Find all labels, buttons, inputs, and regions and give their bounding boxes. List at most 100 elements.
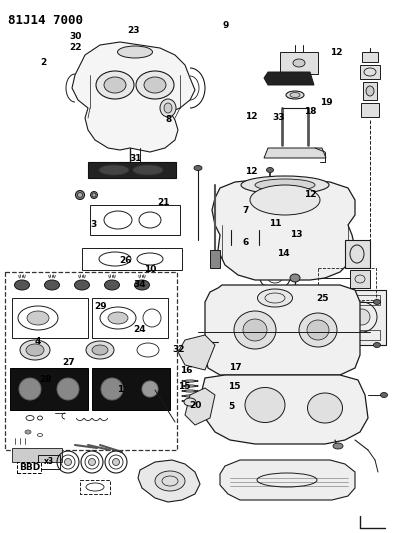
Polygon shape [178, 335, 215, 370]
Bar [80, 480, 110, 494]
Ellipse shape [118, 46, 152, 58]
Bar [92, 298, 168, 338]
Ellipse shape [101, 378, 123, 400]
Text: 31: 31 [129, 155, 142, 163]
Ellipse shape [299, 313, 337, 347]
Bar [5, 272, 177, 450]
Bar [318, 268, 376, 300]
Ellipse shape [27, 311, 49, 325]
Ellipse shape [134, 280, 149, 290]
Text: 33: 33 [273, 113, 285, 122]
Ellipse shape [160, 99, 176, 117]
Text: 18: 18 [304, 108, 317, 116]
Ellipse shape [64, 458, 72, 465]
Text: 12: 12 [245, 112, 258, 120]
Polygon shape [264, 148, 326, 158]
Polygon shape [212, 180, 355, 280]
Text: 16: 16 [180, 366, 193, 375]
Bar [361, 103, 379, 117]
Text: 27: 27 [62, 358, 75, 367]
Text: 4: 4 [34, 337, 40, 345]
Text: 15: 15 [228, 383, 240, 391]
Ellipse shape [234, 311, 276, 349]
Ellipse shape [19, 378, 41, 400]
Ellipse shape [293, 59, 305, 67]
Text: 6: 6 [242, 238, 249, 247]
Polygon shape [205, 285, 360, 375]
Bar [82, 248, 182, 270]
Polygon shape [264, 72, 314, 85]
Ellipse shape [266, 167, 274, 173]
Text: 25: 25 [316, 294, 329, 303]
Text: 26: 26 [119, 256, 132, 264]
Ellipse shape [92, 345, 108, 355]
Text: 12: 12 [330, 48, 342, 56]
Ellipse shape [290, 274, 300, 282]
Ellipse shape [75, 280, 90, 290]
Ellipse shape [155, 471, 185, 491]
Bar [210, 250, 220, 268]
Text: 9: 9 [223, 21, 229, 30]
Text: 12: 12 [304, 190, 317, 199]
Text: 81J14 7000: 81J14 7000 [8, 14, 83, 27]
Ellipse shape [245, 387, 285, 423]
Ellipse shape [105, 280, 119, 290]
Ellipse shape [92, 193, 96, 197]
Text: 11: 11 [269, 220, 281, 228]
Ellipse shape [373, 343, 380, 348]
Bar [350, 270, 370, 288]
Text: 17: 17 [230, 364, 242, 372]
Bar [363, 82, 377, 100]
Ellipse shape [108, 312, 128, 324]
Ellipse shape [15, 280, 29, 290]
Text: 22: 22 [69, 44, 82, 52]
Bar [345, 240, 370, 268]
Ellipse shape [90, 191, 97, 198]
Text: x3: x3 [44, 457, 54, 466]
Bar [280, 52, 318, 74]
Ellipse shape [144, 77, 166, 93]
Ellipse shape [257, 289, 292, 307]
Text: 23: 23 [127, 27, 140, 35]
Text: 2: 2 [40, 59, 46, 67]
Ellipse shape [77, 192, 83, 198]
Ellipse shape [112, 458, 119, 465]
Ellipse shape [86, 341, 114, 359]
Ellipse shape [142, 381, 158, 397]
Bar [12, 448, 62, 462]
Bar [88, 162, 176, 178]
Text: 34: 34 [133, 280, 146, 288]
Ellipse shape [136, 71, 174, 99]
Ellipse shape [194, 339, 202, 345]
Ellipse shape [307, 320, 329, 340]
Text: 20: 20 [189, 401, 202, 409]
Ellipse shape [184, 398, 196, 406]
Ellipse shape [133, 165, 163, 175]
Ellipse shape [307, 393, 343, 423]
Text: 32: 32 [173, 345, 185, 353]
Bar [10, 368, 88, 410]
Ellipse shape [250, 185, 320, 215]
Ellipse shape [286, 91, 304, 99]
Ellipse shape [20, 340, 50, 360]
Ellipse shape [255, 179, 315, 191]
Bar [92, 368, 170, 410]
Ellipse shape [290, 93, 300, 98]
Polygon shape [138, 460, 200, 502]
Text: 5: 5 [229, 402, 235, 410]
Text: 14: 14 [277, 249, 289, 257]
Text: 24: 24 [133, 325, 146, 334]
Ellipse shape [104, 77, 126, 93]
Text: 30: 30 [69, 32, 82, 41]
Ellipse shape [241, 176, 329, 194]
Text: 15: 15 [178, 383, 190, 391]
Ellipse shape [366, 86, 374, 96]
Ellipse shape [99, 165, 129, 175]
Ellipse shape [164, 103, 172, 113]
Ellipse shape [333, 443, 343, 449]
Ellipse shape [75, 190, 84, 199]
Text: 21: 21 [157, 198, 169, 207]
Bar [338, 290, 386, 345]
Polygon shape [185, 388, 215, 425]
Ellipse shape [373, 300, 380, 304]
